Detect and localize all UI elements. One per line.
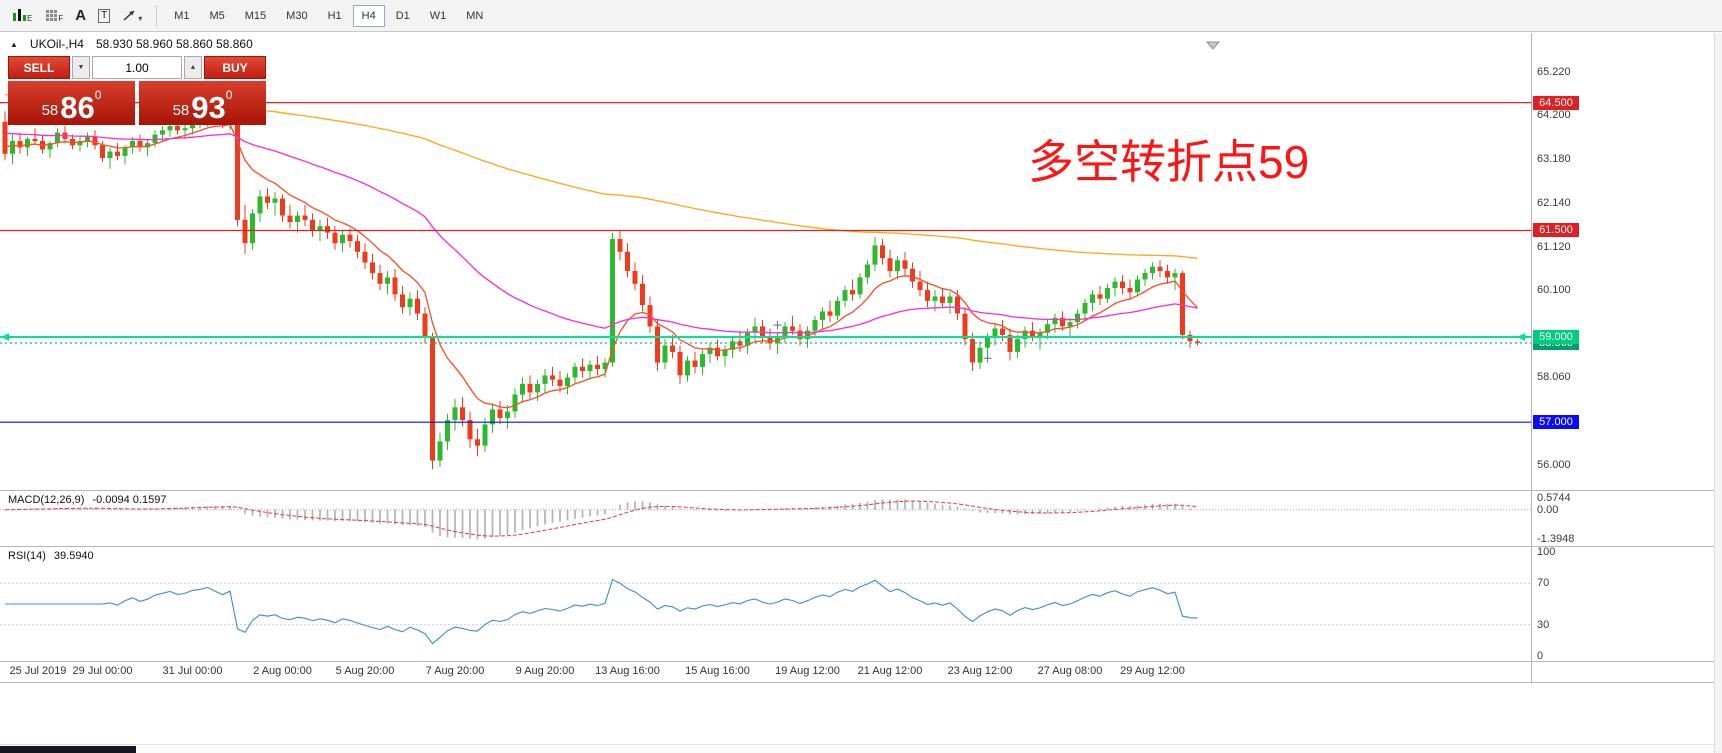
vertical-scrollbar[interactable] bbox=[1714, 33, 1722, 753]
line-tool-icon[interactable]: ▾ bbox=[116, 5, 148, 26]
timeframe-d1-button[interactable]: D1 bbox=[387, 5, 419, 27]
price-axis-label: 58.060 bbox=[1537, 371, 1571, 384]
sell-price-prefix: 58 bbox=[41, 102, 59, 119]
time-axis-label: 2 Aug 00:00 bbox=[253, 665, 312, 677]
timeframe-group: M1 M5 M15 M30 H1 H4 D1 W1 MN bbox=[165, 4, 492, 27]
collapse-quote-panel-icon[interactable]: ▲ bbox=[10, 39, 18, 49]
macd-panel-label: MACD(12,26,9) -0.0094 0.1597 bbox=[8, 494, 166, 506]
macd-axis-label: -1.3948 bbox=[1537, 532, 1575, 545]
ohlc-quotes: 58.930 58.960 58.860 58.860 bbox=[95, 37, 253, 51]
rsi-indicator-canvas[interactable] bbox=[0, 548, 1531, 660]
time-axis-label: 25 Jul 2019 bbox=[9, 665, 67, 677]
time-axis-label: 23 Aug 12:00 bbox=[947, 665, 1013, 677]
rsi-indicator-value: 39.5940 bbox=[53, 550, 94, 562]
panel-separator[interactable] bbox=[0, 546, 1714, 547]
symbol-title: UKOil-,H4 bbox=[29, 37, 84, 51]
rsi-indicator-name: RSI(14) bbox=[8, 550, 46, 562]
price-axis-label: 61.120 bbox=[1537, 240, 1571, 253]
time-axis-label: 13 Aug 16:00 bbox=[595, 665, 660, 677]
horizontal-scrollbar-thumb[interactable] bbox=[0, 746, 136, 753]
rsi-axis-label: 70 bbox=[1537, 577, 1550, 590]
price-level-badge: 61.500 bbox=[1533, 223, 1579, 238]
one-click-trading-panel: SELL ▼ ▲ BUY 58 86 0 58 93 0 bbox=[8, 56, 266, 125]
time-axis-label: 29 Jul 00:00 bbox=[72, 665, 133, 677]
sell-price-display[interactable]: 58 86 0 bbox=[8, 81, 135, 125]
timeframe-m1-button[interactable]: M1 bbox=[165, 5, 198, 27]
time-axis-label: 5 Aug 20:00 bbox=[335, 665, 395, 677]
toolbar-separator bbox=[156, 4, 158, 27]
macd-indicator-values: -0.0094 0.1597 bbox=[92, 494, 167, 506]
rsi-axis-label: 0 bbox=[1537, 650, 1544, 662]
toolbar: E F A T ▾ M1 M5 M15 M30 H1 H4 D1 W1 MN bbox=[0, 0, 1722, 32]
buy-price-display[interactable]: 58 93 0 bbox=[139, 81, 266, 125]
label-tool-icon[interactable]: T bbox=[92, 6, 116, 26]
macd-axis-label: 0.5744 bbox=[1537, 491, 1571, 504]
price-axis-label: 56.000 bbox=[1537, 458, 1571, 471]
chart-bottom-border bbox=[0, 682, 1714, 683]
timeframe-w1-button[interactable]: W1 bbox=[421, 5, 456, 27]
timeframe-mn-button[interactable]: MN bbox=[457, 5, 492, 27]
macd-axis-label: 0.00 bbox=[1537, 503, 1559, 516]
price-axis-label: 62.140 bbox=[1537, 197, 1571, 210]
buy-price-big: 93 bbox=[191, 90, 226, 126]
indicator-grid-icon[interactable]: F bbox=[38, 5, 69, 26]
horizontal-scrollbar[interactable] bbox=[0, 744, 1722, 753]
tool-group: E F A T ▾ bbox=[6, 5, 148, 26]
time-axis-label: 7 Aug 20:00 bbox=[425, 665, 485, 677]
time-axis-label: 29 Aug 12:00 bbox=[1120, 665, 1185, 677]
buy-price-sup: 0 bbox=[225, 88, 233, 102]
price-level-badge: 59.000 bbox=[1533, 330, 1579, 345]
sell-price-big: 86 bbox=[60, 90, 95, 126]
panel-separator[interactable] bbox=[0, 490, 1714, 491]
time-axis-label: 15 Aug 16:00 bbox=[685, 665, 750, 677]
price-axis-label: 63.180 bbox=[1537, 152, 1571, 165]
price-level-badge: 57.000 bbox=[1533, 415, 1579, 430]
buy-price-prefix: 58 bbox=[172, 102, 190, 119]
volume-input[interactable] bbox=[92, 56, 182, 79]
macd-indicator-canvas[interactable] bbox=[0, 492, 1531, 545]
time-axis-label: 31 Jul 00:00 bbox=[162, 665, 223, 677]
timeframe-h1-button[interactable]: H1 bbox=[319, 5, 351, 27]
trade-price-row: 58 86 0 58 93 0 bbox=[8, 81, 266, 125]
chart-header: ▲ UKOil-,H4 58.930 58.960 58.860 58.860 bbox=[10, 37, 253, 51]
time-axis-label: 27 Aug 08:00 bbox=[1037, 665, 1103, 677]
chart-window-icon[interactable]: E bbox=[6, 5, 38, 26]
rsi-axis-label: 100 bbox=[1537, 546, 1556, 558]
price-level-badge: 64.500 bbox=[1533, 95, 1579, 110]
rsi-axis-label: 30 bbox=[1537, 618, 1550, 631]
timeframe-m15-button[interactable]: M15 bbox=[236, 5, 275, 27]
text-tool-icon[interactable]: A bbox=[75, 7, 87, 24]
trade-controls-row: SELL ▼ ▲ BUY bbox=[8, 56, 266, 79]
price-axis-label: 60.100 bbox=[1537, 284, 1571, 297]
price-axis-separator bbox=[1531, 33, 1532, 682]
sell-button[interactable]: SELL bbox=[8, 56, 70, 79]
panel-separator bbox=[0, 661, 1714, 662]
time-axis-label: 19 Aug 12:00 bbox=[775, 665, 840, 677]
sell-price-sup: 0 bbox=[94, 88, 102, 102]
price-axis-label: 65.220 bbox=[1537, 65, 1571, 78]
chart-text-annotation[interactable]: 多空转折点59 bbox=[1028, 136, 1310, 188]
buy-button[interactable]: BUY bbox=[204, 56, 266, 79]
rsi-panel-label: RSI(14) 39.5940 bbox=[8, 550, 94, 562]
volume-decrease-button[interactable]: ▼ bbox=[72, 56, 90, 79]
time-axis-label: 9 Aug 20:00 bbox=[515, 665, 575, 677]
timeframe-m5-button[interactable]: M5 bbox=[200, 5, 233, 27]
macd-indicator-name: MACD(12,26,9) bbox=[8, 494, 85, 506]
price-axis-label: 64.200 bbox=[1537, 109, 1571, 122]
timeframe-h4-button[interactable]: H4 bbox=[352, 4, 385, 27]
timeframe-m30-button[interactable]: M30 bbox=[277, 5, 316, 27]
time-axis-label: 21 Aug 12:00 bbox=[857, 665, 923, 677]
volume-increase-button[interactable]: ▲ bbox=[184, 56, 202, 79]
